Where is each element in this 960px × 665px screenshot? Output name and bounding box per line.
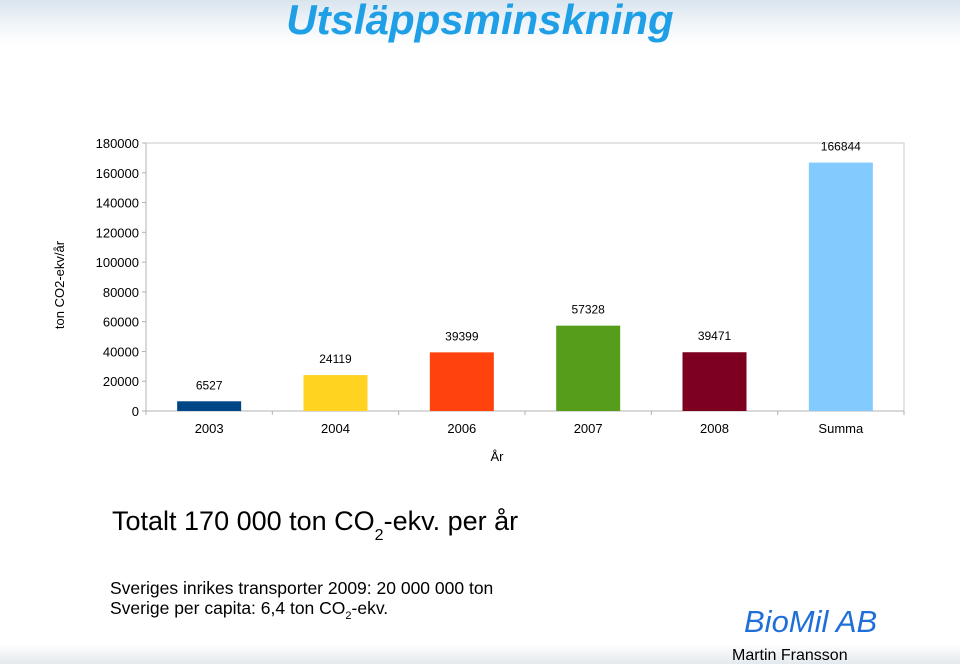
- y-tick-label: 120000: [96, 225, 139, 240]
- bar: [177, 401, 242, 411]
- header-background: [0, 0, 960, 46]
- y-axis-title: ton CO2-ekv/år: [52, 240, 67, 329]
- slide-title: Utsläppsminskning: [286, 0, 674, 43]
- total-subscript: 2: [374, 527, 384, 544]
- y-tick-label: 20000: [103, 374, 139, 389]
- per-capita-suffix: -ekv.: [351, 598, 389, 618]
- y-tick-label: 180000: [96, 136, 139, 151]
- author-name: Martin Fransson: [732, 647, 848, 664]
- x-category-label: 2008: [700, 421, 729, 436]
- total-suffix: -ekv. per år: [383, 506, 519, 536]
- y-tick-label: 160000: [96, 166, 139, 181]
- transport-info-line: Sveriges inrikes transporter 2009: 20 00…: [110, 578, 494, 598]
- x-category-label: 2004: [321, 421, 350, 436]
- bar-value-label: 24119: [319, 352, 352, 366]
- bar: [429, 352, 494, 411]
- y-tick-label: 60000: [103, 315, 139, 330]
- per-capita-prefix: Sverige per capita: 6,4 ton CO: [110, 598, 346, 618]
- per-capita-subscript: 2: [345, 610, 352, 622]
- bar-value-label: 39471: [698, 329, 732, 343]
- total-emission-text: Totalt 170 000 ton CO2-ekv. per år: [112, 506, 519, 544]
- x-axis-title: År: [491, 449, 505, 464]
- y-tick-label: 80000: [103, 285, 139, 300]
- x-category-label: 2007: [574, 421, 603, 436]
- bar-value-label: 6527: [196, 378, 223, 392]
- footer-background: [0, 644, 960, 664]
- bar: [556, 325, 621, 411]
- brand-name: BioMil AB: [744, 604, 878, 639]
- y-tick-label: 0: [132, 404, 139, 419]
- y-tick-label: 100000: [96, 255, 139, 270]
- x-category-label: 2006: [447, 421, 476, 436]
- bar: [808, 162, 873, 411]
- x-category-label: 2003: [195, 421, 224, 436]
- x-category-label: Summa: [818, 421, 864, 436]
- bar-chart: 0 20000 40000 60000 80000 100000 120000 140000 1…: [52, 136, 905, 464]
- y-tick-label: 40000: [103, 344, 139, 359]
- y-tick-label: 140000: [96, 196, 139, 211]
- per-capita-info-line: Sverige per capita: 6,4 ton CO2-ekv.: [110, 598, 389, 622]
- bar: [303, 375, 368, 411]
- bar-value-label: 166844: [821, 140, 861, 154]
- bar-value-label: 39399: [445, 329, 479, 343]
- plot-area-frame: [145, 142, 905, 412]
- bar-value-label: 57328: [571, 303, 605, 317]
- bar: [682, 352, 747, 411]
- total-prefix: Totalt 170 000 ton CO: [112, 506, 375, 536]
